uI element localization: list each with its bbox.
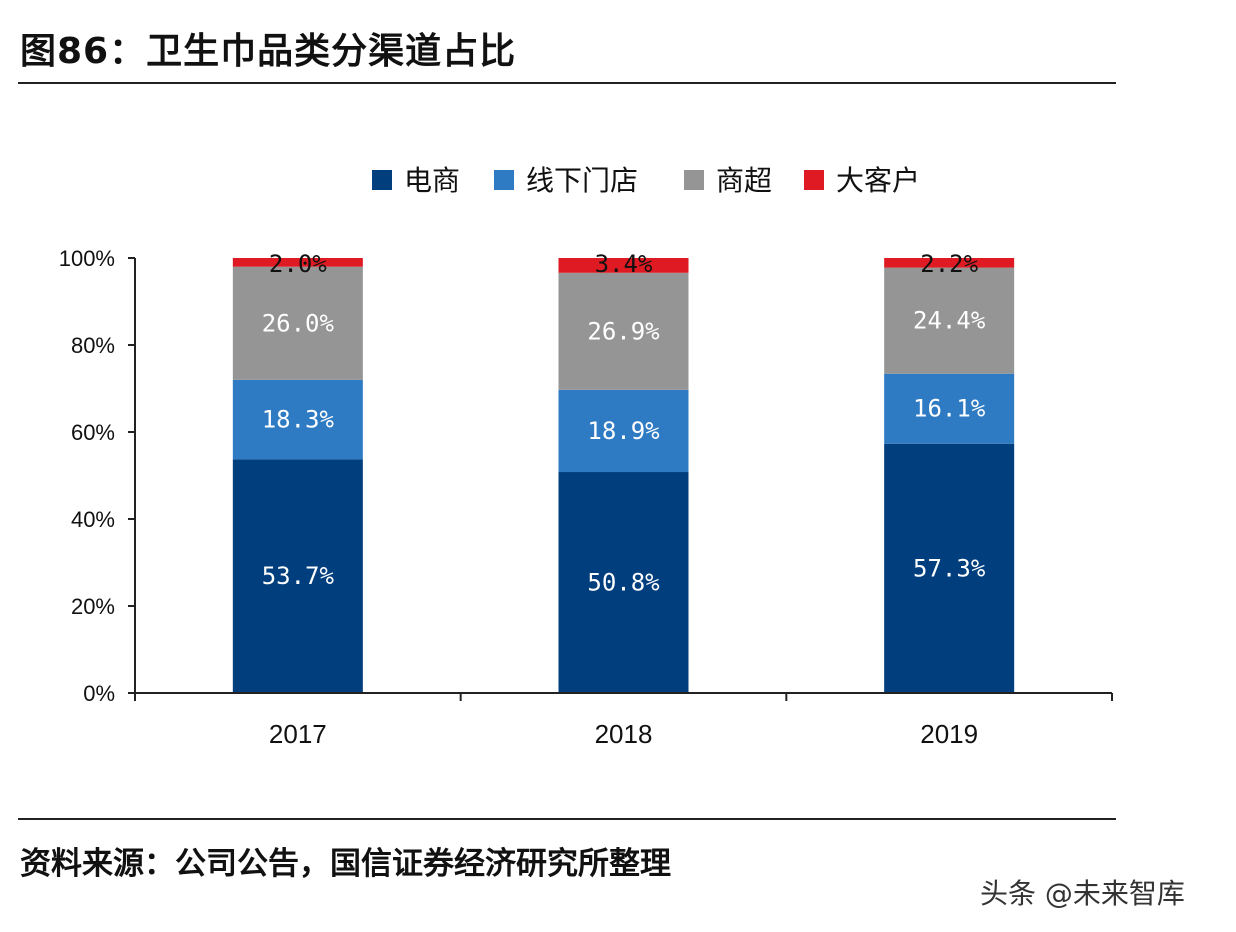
data-label: 53.7% bbox=[262, 562, 335, 590]
bars: 53.7% 18.3% 26.0% 2.0% 50.8% 18.9% 26.9% 3.4% 57… bbox=[232, 250, 1015, 693]
bar-segment-商超-2019 bbox=[884, 267, 1015, 374]
legend-swatch bbox=[804, 170, 824, 190]
data-label: 3.4% bbox=[595, 250, 653, 278]
bar-segment-大客户-2017 bbox=[232, 258, 363, 267]
data-label: 2.0% bbox=[269, 250, 327, 278]
bar-stack-2019: 57.3% 16.1% 24.4% 2.2% bbox=[884, 250, 1015, 693]
axes: 0% 20% 40% 60% 80% 100% 2017 2018 2019 bbox=[59, 246, 1113, 749]
x-category-label: 2018 bbox=[595, 719, 653, 749]
legend-swatch bbox=[372, 170, 392, 190]
data-label: 24.4% bbox=[913, 307, 986, 335]
legend: 电商 线下门店 商超 大客户 bbox=[372, 164, 920, 197]
legend-label: 商超 bbox=[716, 164, 772, 197]
legend-label: 电商 bbox=[404, 164, 460, 197]
bar-segment-商超-2018 bbox=[558, 272, 689, 390]
legend-label: 大客户 bbox=[836, 164, 920, 197]
bar-segment-电商-2018 bbox=[558, 472, 689, 693]
legend-item-线下门店: 线下门店 bbox=[494, 164, 638, 197]
source-note: 资料来源：公司公告，国信证券经济研究所整理 bbox=[20, 846, 671, 882]
y-tick-label: 100% bbox=[59, 246, 115, 271]
data-label: 26.0% bbox=[262, 309, 335, 337]
data-label: 57.3% bbox=[913, 554, 986, 582]
x-category-label: 2019 bbox=[920, 719, 978, 749]
bar-segment-电商-2019 bbox=[884, 443, 1015, 693]
y-tick-label: 80% bbox=[71, 333, 115, 358]
legend-item-商超: 商超 bbox=[684, 164, 772, 197]
source-rule bbox=[18, 818, 1116, 820]
legend-swatch bbox=[684, 170, 704, 190]
bar-segment-大客户-2019 bbox=[884, 258, 1015, 268]
bar-segment-线下门店-2017 bbox=[232, 379, 363, 460]
data-label: 26.9% bbox=[587, 317, 660, 345]
legend-item-大客户: 大客户 bbox=[804, 164, 920, 197]
bar-segment-大客户-2018 bbox=[558, 258, 689, 273]
data-label: 50.8% bbox=[587, 569, 660, 597]
bar-segment-线下门店-2018 bbox=[558, 389, 689, 473]
legend-item-电商: 电商 bbox=[372, 164, 460, 197]
title-rule bbox=[18, 82, 1116, 84]
data-label: 18.9% bbox=[587, 417, 660, 445]
bar-segment-商超-2017 bbox=[232, 266, 363, 380]
bar-stack-2017: 53.7% 18.3% 26.0% 2.0% bbox=[232, 250, 363, 693]
data-label: 16.1% bbox=[913, 395, 986, 423]
data-label: 2.2% bbox=[920, 250, 978, 278]
y-tick-label: 0% bbox=[83, 681, 115, 706]
legend-label: 线下门店 bbox=[526, 164, 638, 197]
y-tick-label: 40% bbox=[71, 507, 115, 532]
y-tick-label: 20% bbox=[71, 594, 115, 619]
bar-segment-线下门店-2019 bbox=[884, 373, 1015, 444]
bar-stack-2018: 50.8% 18.9% 26.9% 3.4% bbox=[558, 250, 689, 693]
x-category-label: 2017 bbox=[269, 719, 327, 749]
legend-swatch bbox=[494, 170, 514, 190]
bar-segment-电商-2017 bbox=[232, 459, 363, 693]
watermark: 头条 @未来智库 bbox=[980, 877, 1185, 910]
figure-title: 图86：卫生巾品类分渠道占比 bbox=[20, 31, 517, 72]
y-tick-label: 60% bbox=[71, 420, 115, 445]
data-label: 18.3% bbox=[262, 406, 335, 434]
